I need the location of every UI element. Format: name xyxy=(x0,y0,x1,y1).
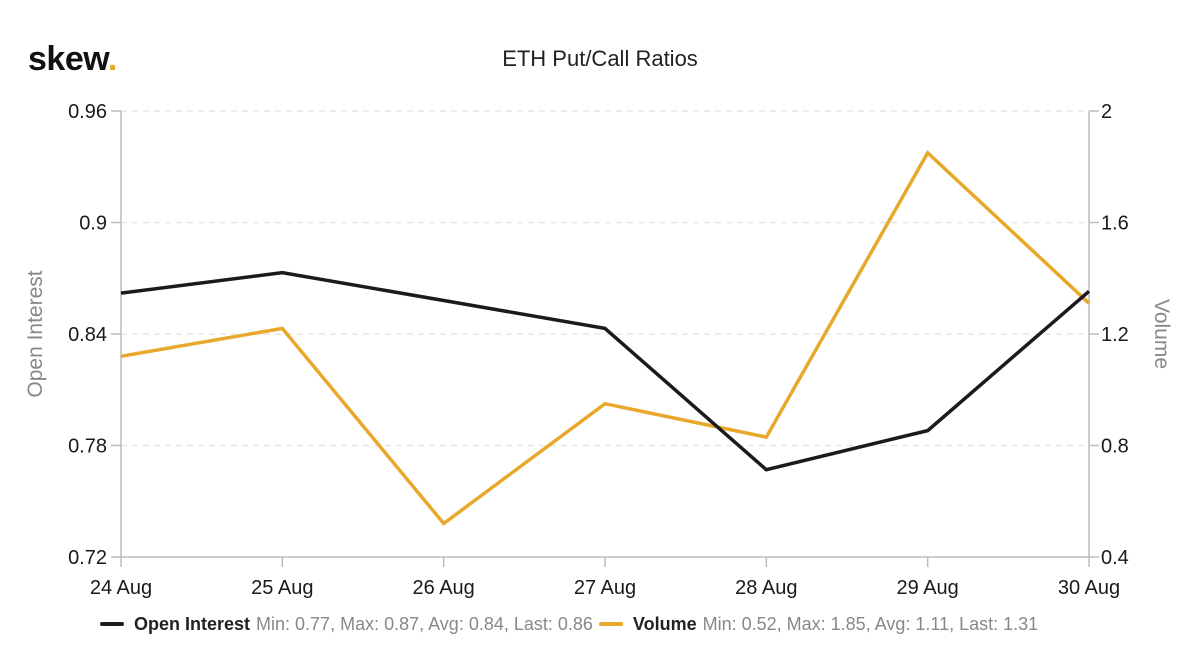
x-tick-label: 27 Aug xyxy=(574,577,636,599)
y-right-tick-label: 2 xyxy=(1101,101,1112,123)
grid-lines xyxy=(121,110,1089,447)
y-left-tick-label: 0.96 xyxy=(68,101,107,123)
tick-labels: 0.72 0.78 0.84 0.9 0.96 0.4 0.8 1.2 1.6 2 24 Aug 25… xyxy=(24,101,1173,599)
legend-swatch-volume xyxy=(598,622,623,626)
x-tick-label: 30 Aug xyxy=(1058,577,1120,599)
x-tick-label: 26 Aug xyxy=(413,577,475,599)
x-tick-label: 29 Aug xyxy=(897,577,959,599)
y-left-tick-label: 0.84 xyxy=(68,324,107,346)
logo-text: skew xyxy=(28,40,108,78)
y-left-tick-label: 0.9 xyxy=(79,213,107,235)
legend-stats: Min: 0.52, Max: 1.85, Avg: 1.11, Last: 1… xyxy=(702,613,1039,634)
series-lines xyxy=(120,150,1091,526)
series-line-open-interest xyxy=(120,270,1091,472)
legend-swatch-open-interest xyxy=(100,622,124,626)
chart-legend: Open Interest Min: 0.77, Max: 0.87, Avg:… xyxy=(100,611,1044,637)
y-left-axis-title: Open Interest xyxy=(24,270,47,397)
y-right-tick-label: 1.6 xyxy=(1101,213,1129,235)
x-tick-label: 25 Aug xyxy=(251,577,313,599)
y-right-tick-label: 0.4 xyxy=(1101,547,1129,569)
axes xyxy=(111,110,1099,567)
y-right-tick-label: 1.2 xyxy=(1101,324,1129,346)
x-tick-label: 24 Aug xyxy=(90,577,152,599)
y-right-axis-title: Volume xyxy=(1150,299,1173,369)
series-line-volume xyxy=(120,150,1091,526)
y-right-tick-label: 0.8 xyxy=(1101,436,1129,458)
legend-name: Volume xyxy=(632,613,697,634)
x-tick-label: 28 Aug xyxy=(735,577,797,599)
legend-item-open-interest[interactable]: Open Interest Min: 0.77, Max: 0.87, Avg:… xyxy=(100,614,593,635)
legend-stats: Min: 0.77, Max: 0.87, Avg: 0.84, Last: 0… xyxy=(256,613,593,634)
legend-item-volume[interactable]: Volume Min: 0.52, Max: 1.85, Avg: 1.11, … xyxy=(598,613,1039,635)
y-left-tick-label: 0.72 xyxy=(68,547,107,569)
chart-title: ETH Put/Call Ratios xyxy=(502,46,698,71)
legend-name: Open Interest xyxy=(134,613,251,634)
y-left-tick-label: 0.78 xyxy=(68,436,107,458)
line-chart: 0.72 0.78 0.84 0.9 0.96 0.4 0.8 1.2 1.6 2 24 Aug 25… xyxy=(24,101,1173,599)
skew-logo: skew. xyxy=(28,40,117,79)
logo-dot: . xyxy=(107,40,117,78)
